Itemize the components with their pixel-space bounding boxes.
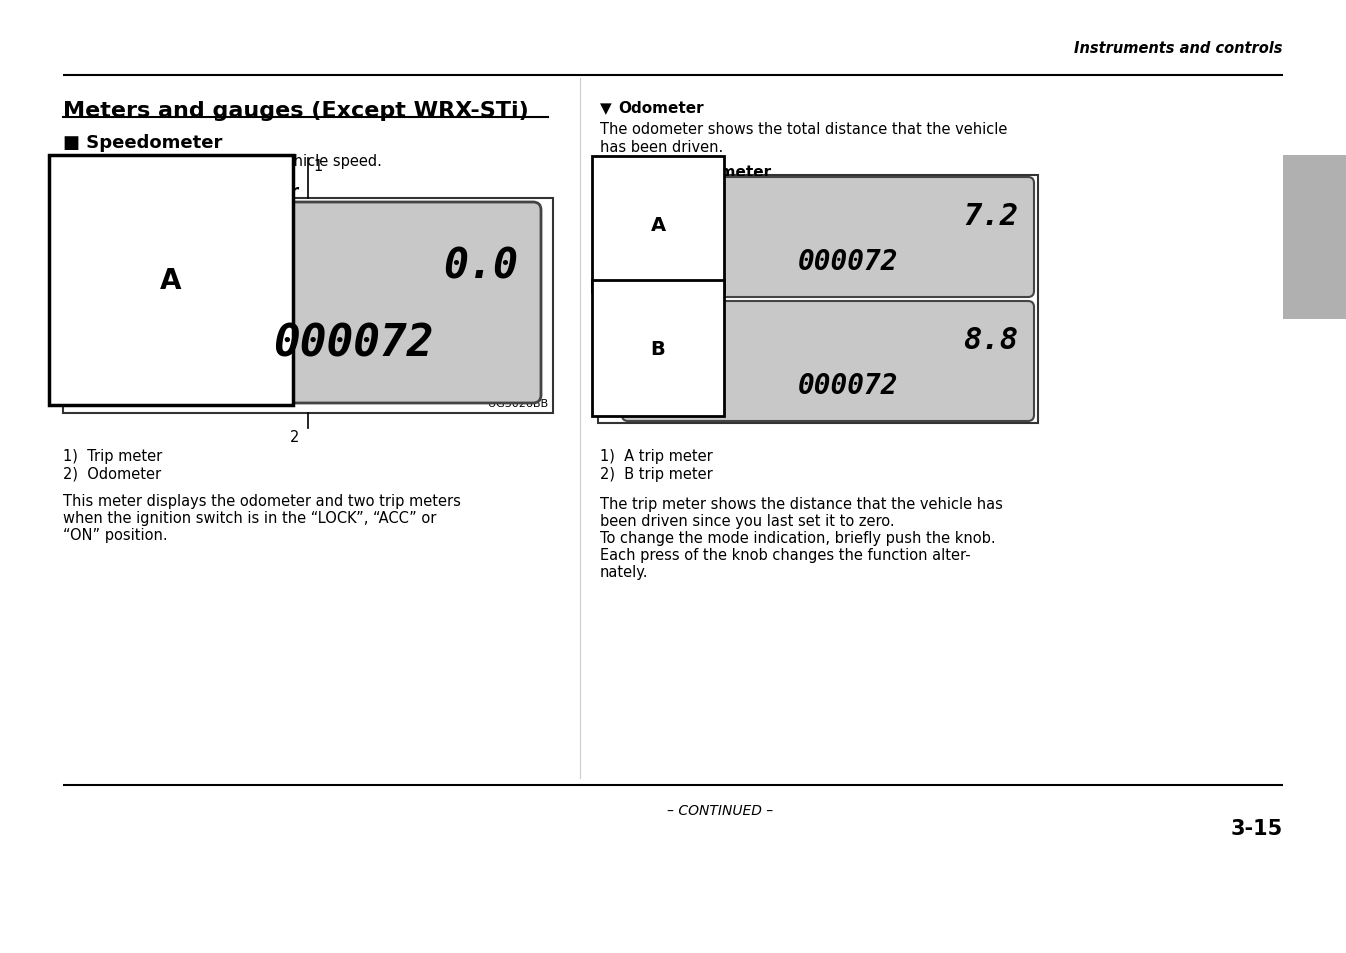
Text: UG3027AB: UG3027AB	[973, 409, 1032, 418]
Text: 2)  Odometer: 2) Odometer	[63, 467, 162, 481]
Bar	[1283, 156, 1346, 319]
Text: 2: 2	[606, 294, 615, 310]
Text: when the ignition switch is in the “LOCK”, “ACC” or: when the ignition switch is in the “LOCK…	[63, 511, 436, 525]
Text: ■ Speedometer: ■ Speedometer	[63, 133, 222, 152]
Text: 2)  B trip meter: 2) B trip meter	[600, 467, 713, 481]
FancyBboxPatch shape	[125, 203, 541, 403]
Text: ▼: ▼	[600, 101, 611, 116]
Bar	[63, 199, 553, 414]
Text: 8.8: 8.8	[962, 326, 1018, 355]
Text: A: A	[650, 215, 665, 234]
Text: ▼: ▼	[600, 165, 611, 180]
Text: been driven since you last set it to zero.: been driven since you last set it to zer…	[600, 514, 895, 529]
Text: B: B	[650, 339, 665, 358]
Text: 2: 2	[289, 430, 299, 444]
FancyBboxPatch shape	[622, 302, 1034, 421]
Text: 1: 1	[314, 159, 322, 173]
Bar	[598, 175, 1038, 423]
Text: To change the mode indication, briefly push the knob.: To change the mode indication, briefly p…	[600, 531, 996, 545]
Text: 0.0: 0.0	[443, 245, 518, 287]
Text: has been driven.: has been driven.	[600, 140, 723, 154]
Text: This meter displays the odometer and two trip meters: This meter displays the odometer and two…	[63, 494, 460, 509]
Text: 000072: 000072	[798, 248, 898, 275]
Text: The speedometer shows the vehicle speed.: The speedometer shows the vehicle speed.	[63, 153, 382, 169]
Text: 000072: 000072	[798, 372, 898, 399]
Text: Odometer: Odometer	[618, 101, 704, 116]
Text: – CONTINUED –: – CONTINUED –	[666, 803, 773, 817]
Text: “ON” position.: “ON” position.	[63, 527, 168, 542]
FancyBboxPatch shape	[622, 178, 1034, 297]
Text: A: A	[160, 267, 182, 295]
Text: UG3026BB: UG3026BB	[487, 398, 548, 409]
Text: The odometer shows the total distance that the vehicle: The odometer shows the total distance th…	[600, 122, 1007, 137]
Text: 000072: 000072	[273, 322, 433, 365]
Text: 1: 1	[606, 191, 615, 206]
Text: Instruments and controls: Instruments and controls	[1074, 41, 1283, 56]
Text: Double trip meter: Double trip meter	[618, 165, 771, 180]
Text: The trip meter shows the distance that the vehicle has: The trip meter shows the distance that t…	[600, 497, 1003, 512]
Text: 7.2: 7.2	[962, 202, 1018, 231]
Text: nately.: nately.	[600, 564, 649, 579]
Text: 3-15: 3-15	[1230, 818, 1283, 838]
Text: 1)  Trip meter: 1) Trip meter	[63, 449, 163, 463]
Text: Meters and gauges (Except WRX-STi): Meters and gauges (Except WRX-STi)	[63, 101, 529, 121]
Text: 1)  A trip meter: 1) A trip meter	[600, 449, 713, 463]
Text: ■ Odometer/Trip meter: ■ Odometer/Trip meter	[63, 183, 299, 201]
Text: Each press of the knob changes the function alter-: Each press of the knob changes the funct…	[600, 547, 970, 562]
